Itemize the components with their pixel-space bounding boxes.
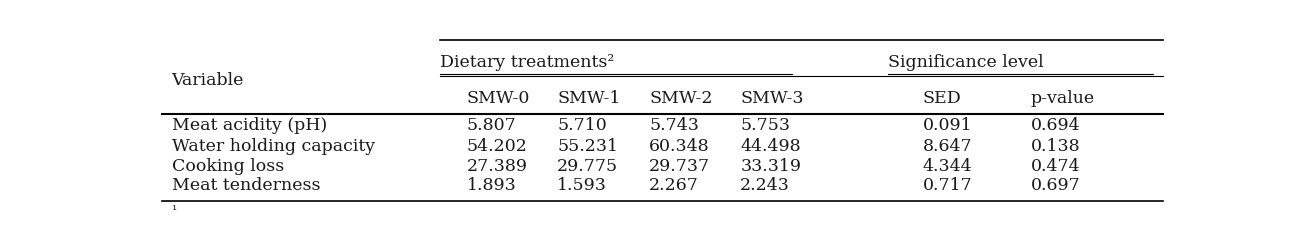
Text: 29.775: 29.775 [557, 158, 618, 175]
Text: SMW-3: SMW-3 [740, 90, 804, 107]
Text: Water holding capacity: Water holding capacity [172, 138, 375, 155]
Text: 8.647: 8.647 [922, 138, 972, 155]
Text: Cooking loss: Cooking loss [172, 158, 284, 175]
Text: p-value: p-value [1031, 90, 1094, 107]
Text: 33.319: 33.319 [740, 158, 801, 175]
Text: 55.231: 55.231 [557, 138, 618, 155]
Text: 27.389: 27.389 [466, 158, 528, 175]
Text: SMW-0: SMW-0 [466, 90, 530, 107]
Text: ¹: ¹ [172, 204, 177, 217]
Text: 5.710: 5.710 [557, 117, 607, 134]
Text: Significance level: Significance level [889, 54, 1044, 71]
Text: 29.737: 29.737 [649, 158, 711, 175]
Text: 2.267: 2.267 [649, 177, 699, 194]
Text: 5.807: 5.807 [466, 117, 517, 134]
Text: Variable: Variable [172, 72, 244, 89]
Text: SMW-1: SMW-1 [557, 90, 620, 107]
Text: 4.344: 4.344 [922, 158, 972, 175]
Text: 0.717: 0.717 [922, 177, 973, 194]
Text: 1.893: 1.893 [466, 177, 517, 194]
Text: 0.697: 0.697 [1031, 177, 1080, 194]
Text: 0.694: 0.694 [1031, 117, 1080, 134]
Text: 0.474: 0.474 [1031, 158, 1080, 175]
Text: 1.593: 1.593 [557, 177, 607, 194]
Text: 5.743: 5.743 [649, 117, 699, 134]
Text: 0.091: 0.091 [922, 117, 972, 134]
Text: 54.202: 54.202 [466, 138, 527, 155]
Text: 0.138: 0.138 [1031, 138, 1080, 155]
Text: 5.753: 5.753 [740, 117, 791, 134]
Text: 2.243: 2.243 [740, 177, 791, 194]
Text: Meat acidity (pH): Meat acidity (pH) [172, 117, 327, 134]
Text: SMW-2: SMW-2 [649, 90, 713, 107]
Text: Meat tenderness: Meat tenderness [172, 177, 320, 194]
Text: SED: SED [922, 90, 961, 107]
Text: 44.498: 44.498 [740, 138, 801, 155]
Text: Dietary treatments²: Dietary treatments² [439, 54, 614, 71]
Text: 60.348: 60.348 [649, 138, 709, 155]
